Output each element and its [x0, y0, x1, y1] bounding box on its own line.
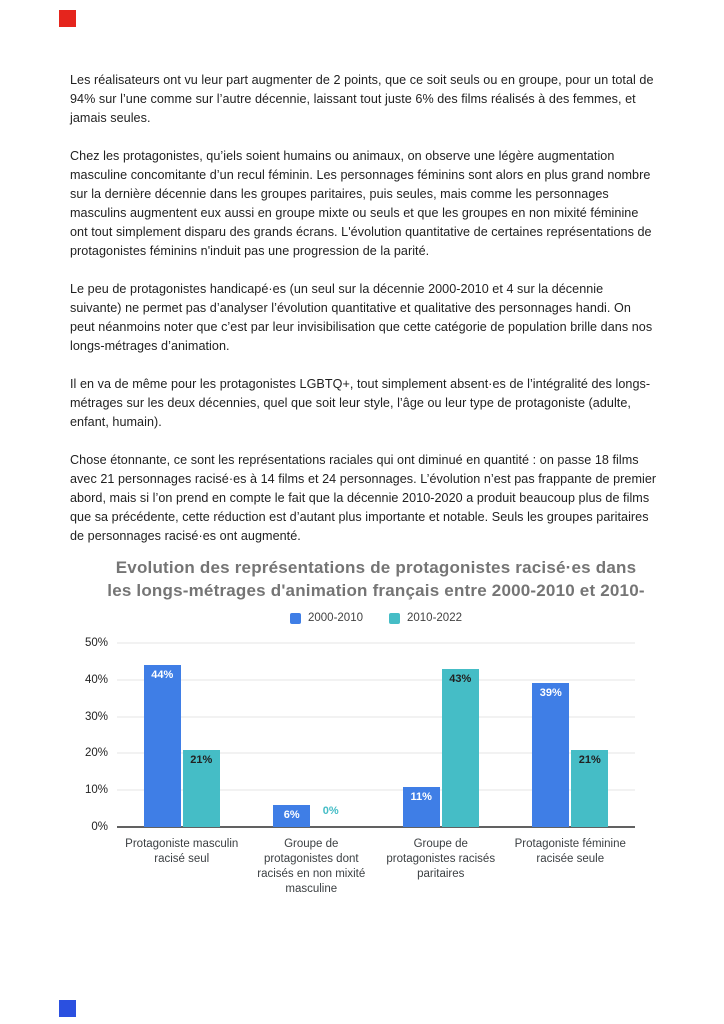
bar-slot: 0%	[312, 643, 349, 827]
chart-legend: 2000-2010 2010-2022	[88, 611, 664, 625]
y-axis-tick-label: 30%	[84, 710, 108, 723]
bar-2000-2010: 6%	[273, 804, 311, 827]
bar-value-label: 39%	[539, 687, 562, 700]
gridline	[117, 679, 635, 681]
bar-value-label: 43%	[449, 672, 472, 685]
gridline	[117, 642, 635, 644]
bar-pair: 44% 21%	[143, 643, 220, 827]
bar-slot: 43%	[441, 643, 479, 827]
y-axis-tick-label: 50%	[84, 637, 108, 649]
legend-label: 2010-2022	[407, 612, 462, 624]
bar-groups: 44% 21% 6% 0% 11% 43% 39% 21%	[117, 643, 635, 827]
x-axis-category-label: Groupe de protagonistes racisés paritair…	[386, 838, 496, 880]
bar-pair: 39% 21%	[532, 643, 609, 827]
y-axis-tick-label: 0%	[91, 821, 108, 833]
bar-group: 11% 43%	[376, 643, 506, 827]
bar-value-label: 0%	[322, 805, 339, 817]
bar-2010-2022: 21%	[571, 749, 609, 827]
y-axis-tick-label: 20%	[84, 747, 108, 760]
bar-2010-2022: 43%	[441, 668, 479, 827]
bar-2010-2022: 21%	[182, 749, 220, 827]
legend-swatch-icon	[389, 612, 400, 624]
bar-value-label: 21%	[578, 753, 601, 766]
chart-plot-area: 50% 40% 30% 20% 10% 0% 44% 21% 6% 0% 11% 43% 39% 21%	[85, 637, 635, 833]
x-axis-category-label: Protagoniste féminine racisée seule	[514, 838, 626, 865]
bar-group: 6% 0%	[247, 643, 377, 827]
bar-value-label: 44%	[151, 669, 174, 682]
x-axis-baseline	[117, 826, 635, 828]
bar-chart: Evolution des représentations de protago…	[85, 556, 664, 916]
bar-pair: 11% 43%	[402, 643, 479, 827]
gridline	[117, 752, 635, 754]
page-top-image-fragment	[59, 10, 76, 27]
chart-title: Evolution des représentations de protago…	[107, 558, 645, 600]
paragraph-lgbtq: Il en va de même pour les protagonistes …	[70, 377, 651, 429]
bar-pair: 6% 0%	[273, 643, 349, 827]
x-axis-category-label: Protagoniste masculin racisé seul	[125, 838, 239, 865]
paragraph-protagonistes: Chez les protagonistes, qu’iels soient h…	[70, 149, 652, 258]
bar-value-label: 21%	[190, 753, 213, 766]
bar-slot: 39%	[532, 643, 570, 827]
bar-slot: 21%	[182, 643, 220, 827]
paragraph-realisateurs: Les réalisateurs ont vu leur part augmen…	[70, 73, 654, 125]
legend-swatch-icon	[290, 612, 301, 624]
bar-slot: 11%	[402, 643, 440, 827]
bar-slot: 44%	[143, 643, 181, 827]
bar-2000-2010: 39%	[532, 683, 570, 827]
bar-slot: 6%	[273, 643, 311, 827]
bar-slot: 21%	[571, 643, 609, 827]
bar-2000-2010: 44%	[143, 665, 181, 827]
x-axis-category-label: Groupe de protagonistes dont racisés en …	[257, 838, 366, 895]
bar-2000-2010: 11%	[402, 786, 440, 827]
legend-label: 2000-2010	[308, 612, 363, 624]
bar-value-label: 6%	[283, 808, 300, 821]
gridline	[117, 789, 635, 791]
bar-group: 39% 21%	[506, 643, 636, 827]
legend-item: 2000-2010	[290, 612, 363, 624]
body-text: Les réalisateurs ont vu leur part augmen…	[70, 71, 658, 565]
paragraph-handicap: Le peu de protagonistes handicapé·es (un…	[70, 282, 653, 353]
y-axis-tick-label: 10%	[84, 784, 108, 797]
y-axis-tick-label: 40%	[84, 673, 108, 686]
x-axis-labels: Protagoniste masculin racisé seul Groupe …	[117, 837, 635, 897]
legend-item: 2010-2022	[389, 612, 462, 624]
gridline	[117, 716, 635, 718]
bar-value-label: 11%	[410, 790, 432, 803]
paragraph-representations-raciales: Chose étonnante, ce sont les représentat…	[70, 453, 657, 543]
page-bottom-image-fragment	[59, 1000, 76, 1017]
bar-group: 44% 21%	[117, 643, 247, 827]
